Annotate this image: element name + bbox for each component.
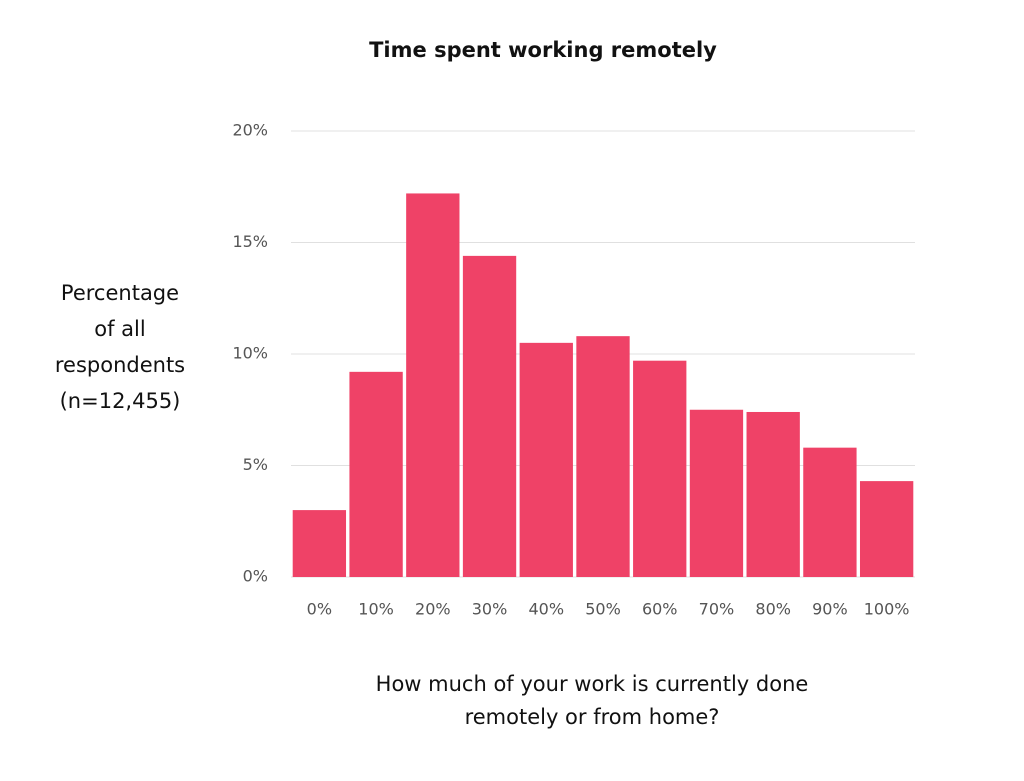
bar: [576, 336, 630, 577]
chart-title: Time spent working remotely: [369, 38, 717, 62]
y-tick-label: 5%: [243, 455, 268, 474]
bar: [803, 447, 857, 577]
bar: [349, 371, 403, 577]
y-tick-label: 20%: [232, 121, 268, 140]
bar: [462, 255, 517, 577]
bar: [292, 510, 347, 577]
bar: [519, 342, 573, 577]
x-tick-label: 50%: [585, 600, 621, 619]
x-tick-label: 10%: [358, 600, 394, 619]
y-axis-label: Percentage: [61, 281, 179, 305]
x-tick-label: 70%: [699, 600, 735, 619]
x-tick-label: 30%: [472, 600, 508, 619]
y-tick-label: 0%: [243, 567, 268, 586]
y-axis-label: respondents: [55, 353, 185, 377]
x-axis-label: How much of your work is currently done: [376, 672, 809, 696]
bar: [406, 193, 460, 577]
bar: [689, 409, 744, 577]
x-tick-label: 60%: [642, 600, 678, 619]
y-tick-label: 10%: [232, 344, 268, 363]
x-tick-label: 20%: [415, 600, 451, 619]
y-axis-label: (n=12,455): [60, 389, 181, 413]
x-tick-label: 100%: [864, 600, 910, 619]
y-axis-label: of all: [94, 317, 145, 341]
bar: [633, 360, 687, 577]
x-tick-label: 40%: [528, 600, 564, 619]
bar: [859, 481, 914, 577]
y-tick-label: 15%: [232, 232, 268, 251]
bar: [746, 411, 800, 577]
x-axis-label: remotely or from home?: [465, 705, 720, 729]
x-tick-label: 80%: [755, 600, 791, 619]
x-tick-label: 90%: [812, 600, 848, 619]
x-tick-label: 0%: [307, 600, 332, 619]
